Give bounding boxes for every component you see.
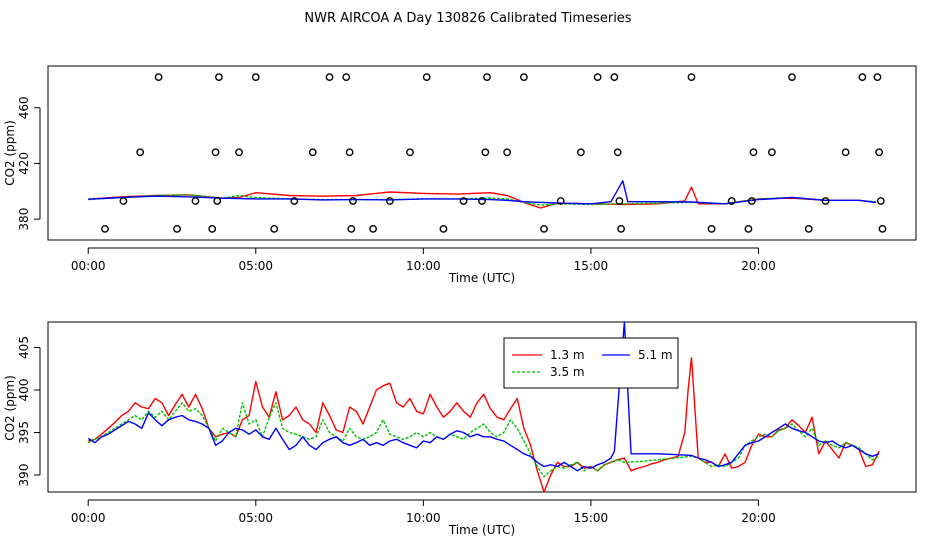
calibration-point: [191, 197, 200, 205]
calibration-point: [519, 73, 528, 82]
x-tick-label: 05:00: [238, 259, 273, 273]
panel-detail-timeseries: 390 395 400 405 00:00 05:00 10:00 15:00 20:00 1…: [3, 321, 917, 537]
calibration-point: [556, 197, 565, 205]
x-axis-label: Time (UTC): [448, 523, 515, 537]
calibration-point: [290, 197, 299, 205]
series-line-5-1-m: [87, 321, 880, 472]
calibration-point: [878, 224, 887, 233]
x-tick-label: 15:00: [574, 259, 609, 273]
calibration-point: [593, 73, 602, 82]
calibration-point: [617, 224, 625, 233]
calibration-point: [481, 148, 490, 157]
y-axis: 380 420 460: [17, 96, 41, 231]
calibration-point: [439, 224, 448, 233]
calibration-point: [213, 197, 222, 205]
x-tick-label: 05:00: [238, 511, 273, 525]
calibration-point: [875, 148, 884, 157]
legend-label-3-5m: 3.5 m: [550, 365, 585, 379]
y-axis-label: CO2 (ppm): [3, 120, 17, 186]
calibration-point: [613, 148, 622, 157]
plot-frame: [47, 321, 917, 493]
legend-label-5-1m: 5.1 m: [638, 348, 673, 362]
calibration-point: [503, 148, 512, 157]
calibration-point: [841, 148, 850, 157]
legend-box: [503, 337, 679, 389]
calibration-point: [821, 197, 830, 205]
x-tick-label: 00:00: [71, 511, 106, 525]
calibration-point: [349, 197, 357, 205]
series-line-5-1-m: [88, 180, 876, 205]
calibration-point: [707, 224, 716, 233]
calibration-point: [101, 224, 109, 233]
calibration-point: [788, 73, 796, 82]
calibration-point: [767, 148, 776, 157]
series-line-1-3-m: [88, 357, 880, 493]
x-tick-label: 10:00: [406, 259, 441, 273]
calibration-point: [576, 148, 585, 157]
y-tick-label: 395: [17, 421, 31, 444]
calibration-point: [347, 224, 356, 233]
calibration-point: [804, 224, 813, 233]
series-lines: [88, 180, 876, 209]
calibration-point: [478, 197, 486, 205]
calibration-point: [345, 148, 354, 157]
panel-calibrated-timeseries: 380 420 460 00:00 05:00 10:00 15:00 20:00 Time…: [3, 65, 917, 285]
calibration-point: [858, 73, 867, 82]
y-axis-label: CO2 (ppm): [3, 375, 17, 441]
calibration-point: [208, 224, 217, 233]
y-tick-label: 400: [17, 379, 31, 402]
calibration-point: [727, 197, 736, 205]
x-tick-label: 20:00: [741, 259, 776, 273]
y-tick-label: 390: [17, 464, 31, 487]
x-tick-label: 20:00: [741, 511, 776, 525]
legend: 1.3 m 3.5 m 5.1 m: [503, 337, 679, 389]
y-tick-label: 460: [17, 96, 31, 119]
calibration-point: [235, 148, 243, 157]
calibration-point: [342, 73, 351, 82]
calibration-point: [615, 197, 624, 205]
calibration-point: [744, 224, 753, 233]
x-tick-label: 10:00: [406, 511, 441, 525]
x-axis-label: Time (UTC): [448, 271, 515, 285]
y-axis: 390 395 400 405: [17, 336, 41, 487]
calibration-point: [483, 73, 491, 82]
calibration-point: [687, 73, 696, 82]
calibration-point: [540, 224, 548, 233]
x-axis: 00:00 05:00 10:00 15:00 20:00: [71, 499, 776, 525]
x-axis: 00:00 05:00 10:00 15:00 20:00: [71, 247, 776, 273]
plot-frame: [47, 65, 917, 241]
calibration-point: [251, 73, 260, 82]
calibration-point: [749, 148, 758, 157]
calibration-point: [270, 224, 279, 233]
calibration-point: [369, 224, 377, 233]
calibration-point: [211, 148, 220, 157]
calibration-point: [422, 73, 431, 82]
x-tick-label: 15:00: [574, 511, 609, 525]
calibration-point: [119, 197, 128, 205]
calibration-point: [325, 73, 334, 82]
y-tick-label: 420: [17, 152, 31, 175]
calibration-point: [215, 73, 223, 82]
calibration-points: [101, 73, 887, 233]
y-tick-label: 380: [17, 208, 31, 231]
figure-title: NWR AIRCOA A Day 130826 Calibrated Times…: [304, 11, 631, 26]
calibration-point: [136, 148, 145, 157]
legend-label-1-3m: 1.3 m: [550, 348, 585, 362]
calibration-point: [406, 148, 414, 157]
calibration-point: [173, 224, 181, 233]
calibration-point: [308, 148, 317, 157]
calibration-point: [747, 197, 756, 205]
y-tick-label: 405: [17, 336, 31, 359]
calibration-point: [459, 197, 468, 205]
series-lines: [87, 321, 880, 493]
calibration-point: [610, 73, 619, 82]
calibration-point: [154, 73, 163, 82]
calibration-point: [385, 197, 394, 205]
calibration-point: [873, 73, 882, 82]
x-tick-label: 00:00: [71, 259, 106, 273]
calibration-point: [876, 197, 885, 205]
